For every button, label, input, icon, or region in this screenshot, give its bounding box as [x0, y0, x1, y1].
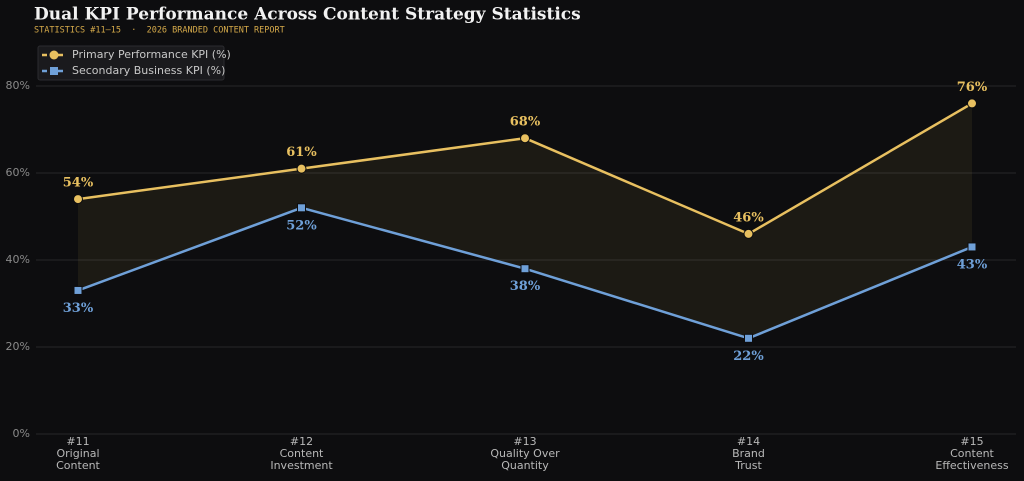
chart-title: Dual KPI Performance Across Content Stra…: [34, 5, 581, 25]
marker: [967, 242, 977, 252]
data-label: 43%: [957, 257, 988, 272]
x-tick-label: Effectiveness: [935, 459, 1008, 472]
data-label: 33%: [63, 301, 94, 316]
marker: [967, 98, 977, 109]
y-tick-label: 0%: [13, 427, 30, 440]
x-tick-label: Quantity: [501, 459, 549, 472]
data-label: 38%: [510, 279, 541, 294]
marker: [297, 203, 306, 213]
marker: [520, 133, 530, 144]
x-tick-label: Trust: [734, 459, 762, 472]
x-tick-label: #15: [960, 435, 983, 448]
x-tick-label: Content: [280, 447, 324, 460]
legend-marker: [49, 50, 59, 60]
marker: [744, 333, 753, 343]
y-tick-label: 60%: [6, 166, 30, 179]
marker: [73, 285, 83, 295]
legend-label: Secondary Business KPI (%): [72, 64, 225, 77]
data-label: 54%: [63, 176, 94, 191]
x-tick-label: Content: [56, 459, 100, 472]
x-tick-label: #14: [737, 435, 760, 448]
y-tick-label: 40%: [6, 253, 30, 266]
x-tick-label: Quality Over: [490, 447, 560, 460]
x-tick-label: #12: [290, 435, 313, 448]
y-tick-label: 20%: [6, 340, 30, 353]
x-tick-label: #11: [66, 435, 89, 448]
x-tick-label: Brand: [732, 447, 765, 460]
data-label: 76%: [957, 80, 988, 95]
data-label: 46%: [733, 210, 764, 225]
data-label: 22%: [733, 349, 764, 364]
legend-box: [37, 45, 225, 81]
marker: [73, 194, 83, 205]
chart-subtitle: STATISTICS #11–15 · 2026 BRANDED CONTENT…: [34, 26, 285, 36]
marker: [520, 264, 530, 274]
legend-marker: [50, 67, 58, 75]
legend-label: Primary Performance KPI (%): [72, 48, 231, 61]
x-tick-label: Original: [56, 447, 99, 460]
x-tick-label: #13: [513, 435, 536, 448]
data-label: 61%: [286, 145, 317, 160]
data-label: 68%: [510, 115, 541, 130]
y-tick-label: 80%: [6, 79, 30, 92]
marker: [296, 163, 307, 174]
legend: Primary Performance KPI (%) Secondary Bus…: [37, 45, 231, 81]
x-tick-label: Investment: [270, 459, 333, 472]
band-fill: [78, 103, 972, 339]
x-tick-label: Content: [950, 447, 994, 460]
marker: [743, 228, 754, 239]
data-label: 52%: [286, 218, 317, 233]
